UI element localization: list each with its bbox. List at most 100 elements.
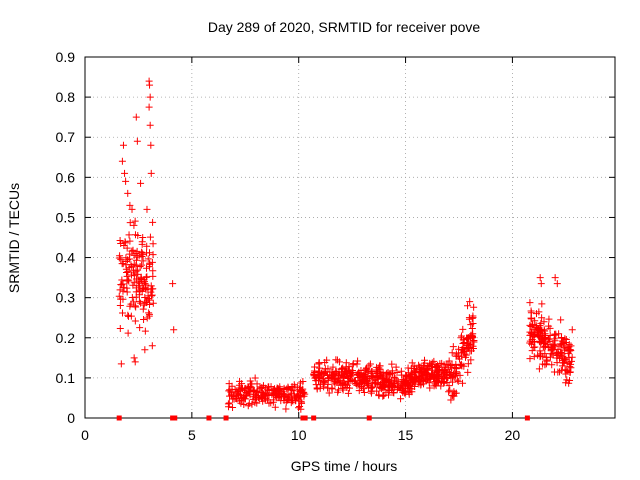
data-point — [358, 372, 366, 380]
data-point — [119, 295, 127, 303]
data-point — [116, 236, 124, 244]
data-point — [459, 343, 467, 351]
data-point — [540, 337, 548, 345]
x-tick-label: 0 — [81, 427, 89, 443]
data-point — [534, 332, 542, 340]
y-ticks: 0 0.1 0.2 0.3 0.4 0.5 0.6 0.7 0.8 0.9 — [56, 49, 615, 426]
data-point — [346, 369, 354, 377]
y-tick-label: 0.8 — [56, 89, 76, 105]
data-point — [531, 331, 539, 339]
data-point — [403, 384, 411, 392]
data-point — [373, 368, 381, 376]
data-point — [367, 387, 375, 395]
data-point — [324, 365, 332, 373]
data-point — [393, 368, 401, 376]
data-point — [240, 401, 248, 409]
data-point — [557, 334, 565, 342]
data-point — [445, 382, 453, 390]
y-tick-label: 0.1 — [56, 370, 76, 386]
data-point — [256, 385, 264, 393]
data-point — [142, 298, 150, 306]
data-point — [468, 314, 476, 322]
data-point — [117, 281, 125, 289]
data-point — [454, 377, 462, 385]
data-point — [536, 353, 544, 361]
data-point — [132, 113, 140, 121]
data-point — [312, 381, 320, 389]
data-point — [337, 365, 345, 373]
data-point — [261, 396, 269, 404]
y-tick-label: 0.6 — [56, 169, 76, 185]
data-point — [122, 265, 130, 273]
data-point — [448, 349, 456, 357]
data-point — [325, 389, 333, 397]
data-point — [229, 404, 237, 412]
x-tick-label: 20 — [505, 427, 521, 443]
data-point — [548, 345, 556, 353]
data-point — [146, 121, 154, 129]
data-point — [553, 280, 561, 288]
data-point — [235, 390, 243, 398]
data-point — [392, 363, 400, 371]
data-point — [131, 358, 139, 366]
data-point — [128, 205, 136, 213]
data-point — [147, 169, 155, 177]
data-point — [449, 343, 457, 351]
data-point — [545, 322, 553, 330]
data-point — [464, 368, 472, 376]
data-point — [544, 341, 552, 349]
data-point — [140, 276, 148, 284]
data-point — [141, 327, 149, 335]
data-point — [448, 361, 456, 369]
data-point — [548, 361, 556, 369]
data-point — [280, 386, 288, 394]
data-point — [282, 405, 290, 413]
data-point — [296, 389, 304, 397]
data-point — [410, 367, 418, 375]
data-point — [336, 376, 344, 384]
data-point — [237, 399, 245, 407]
y-tick-label: 0.9 — [56, 49, 76, 65]
data-point — [146, 81, 154, 89]
data-point — [284, 384, 292, 392]
data-point — [225, 403, 233, 411]
data-point — [141, 346, 149, 354]
data-point — [547, 346, 555, 354]
data-point — [133, 247, 141, 255]
data-point — [130, 298, 138, 306]
data-point — [316, 364, 324, 372]
data-point — [313, 384, 321, 392]
data-point — [447, 362, 455, 370]
data-point — [378, 382, 386, 390]
data-point — [139, 257, 147, 265]
data-point — [239, 385, 247, 393]
data-point — [311, 415, 317, 421]
data-point — [324, 384, 332, 392]
x-tick-label: 15 — [398, 427, 414, 443]
data-point — [298, 399, 306, 407]
data-point — [551, 340, 559, 348]
data-point — [144, 295, 152, 303]
data-point — [139, 305, 147, 313]
data-point — [119, 287, 127, 295]
data-point — [374, 375, 382, 383]
data-point — [273, 384, 281, 392]
data-point — [225, 399, 233, 407]
data-point — [424, 366, 432, 374]
data-point — [280, 392, 288, 400]
data-point — [538, 300, 546, 308]
data-point — [130, 269, 138, 277]
data-point — [354, 357, 362, 365]
data-point — [549, 349, 557, 357]
data-point — [538, 314, 546, 322]
data-point — [567, 360, 575, 368]
data-point — [466, 343, 474, 351]
data-point — [344, 389, 352, 397]
data-point — [172, 415, 178, 421]
data-point — [531, 338, 539, 346]
data-point — [149, 218, 157, 226]
x-tick-label: 10 — [291, 427, 307, 443]
chart-title: Day 289 of 2020, SRMTID for receiver pov… — [208, 19, 481, 35]
data-point — [534, 326, 542, 334]
